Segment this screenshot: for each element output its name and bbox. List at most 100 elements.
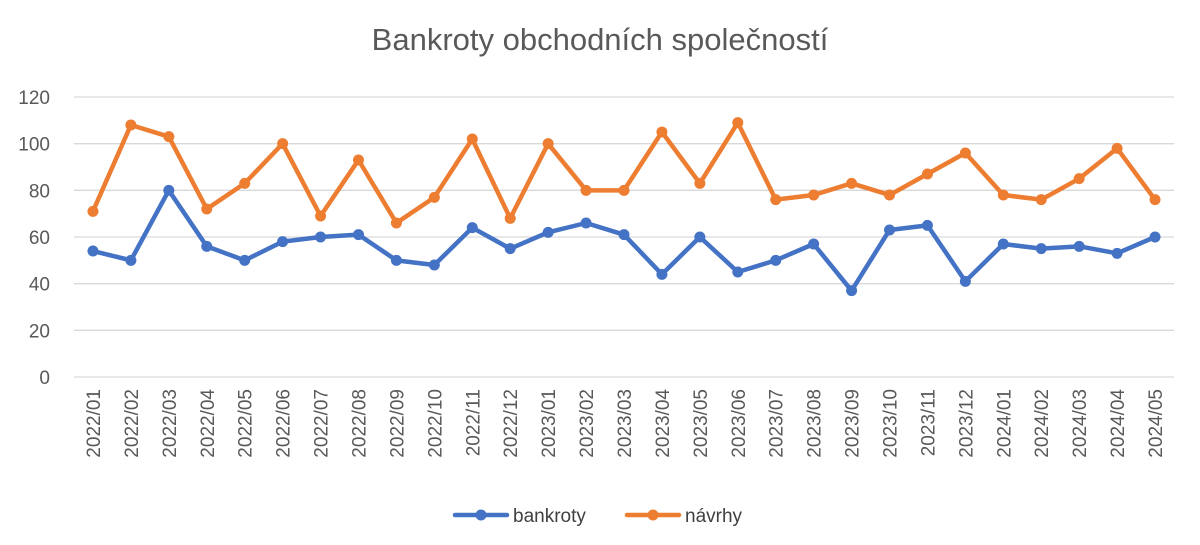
data-point-návrhy xyxy=(239,177,251,189)
data-point-bankroty xyxy=(1111,247,1123,259)
data-point-návrhy xyxy=(87,205,99,217)
data-point-návrhy xyxy=(1073,173,1085,185)
data-point-návrhy xyxy=(163,131,175,143)
y-tick-label: 100 xyxy=(18,135,50,156)
data-point-bankroty xyxy=(125,254,137,266)
data-point-bankroty xyxy=(732,266,744,278)
data-point-návrhy xyxy=(542,138,554,150)
x-tick-label: 2022/03 xyxy=(160,389,181,458)
data-point-návrhy xyxy=(921,168,933,180)
x-tick-label: 2023/02 xyxy=(577,389,598,458)
data-point-bankroty xyxy=(1149,231,1161,243)
data-point-bankroty xyxy=(201,240,213,252)
x-tick-label: 2022/01 xyxy=(84,389,105,458)
data-point-návrhy xyxy=(580,184,592,196)
data-point-bankroty xyxy=(315,231,327,243)
x-tick-label: 2023/09 xyxy=(843,389,864,458)
x-tick-label: 2024/01 xyxy=(994,389,1015,458)
x-tick-label: 2022/02 xyxy=(122,389,143,458)
data-point-bankroty xyxy=(770,254,782,266)
data-point-návrhy xyxy=(846,177,858,189)
data-point-bankroty xyxy=(466,222,478,234)
data-point-návrhy xyxy=(618,184,630,196)
x-tick-label: 2022/07 xyxy=(312,389,333,458)
series-line-bankroty xyxy=(90,188,1158,293)
x-tick-label: 2022/09 xyxy=(387,389,408,458)
data-point-bankroty xyxy=(997,238,1009,250)
y-tick-label: 80 xyxy=(29,181,50,202)
data-point-bankroty xyxy=(390,254,402,266)
data-point-návrhy xyxy=(315,210,327,222)
data-point-bankroty xyxy=(542,226,554,238)
data-point-návrhy xyxy=(277,138,289,150)
data-point-návrhy xyxy=(959,147,971,159)
data-point-bankroty xyxy=(277,236,289,248)
legend-label-bankroty: bankroty xyxy=(513,506,586,527)
series-line-návrhy xyxy=(90,120,1158,226)
data-point-návrhy xyxy=(1035,194,1047,206)
x-tick-label: 2022/04 xyxy=(198,389,219,458)
legend-marker-bankroty xyxy=(475,509,487,521)
x-tick-label: 2023/07 xyxy=(767,389,788,458)
x-tick-label: 2023/03 xyxy=(615,389,636,458)
data-point-návrhy xyxy=(808,189,820,201)
data-point-bankroty xyxy=(428,259,440,271)
data-point-návrhy xyxy=(201,203,213,215)
data-point-návrhy xyxy=(428,191,440,203)
x-tick-label: 2022/06 xyxy=(274,389,295,458)
data-point-bankroty xyxy=(1073,240,1085,252)
data-point-návrhy xyxy=(390,217,402,229)
data-point-návrhy xyxy=(884,189,896,201)
data-point-návrhy xyxy=(466,133,478,145)
data-point-návrhy xyxy=(1149,194,1161,206)
data-point-bankroty xyxy=(1035,243,1047,255)
chart-title: Bankroty obchodních společností xyxy=(371,22,829,57)
y-tick-label: 120 xyxy=(18,88,50,109)
data-point-bankroty xyxy=(656,268,668,280)
data-point-návrhy xyxy=(504,212,516,224)
data-point-návrhy xyxy=(732,117,744,129)
x-tick-label: 2024/02 xyxy=(1032,389,1053,458)
data-point-bankroty xyxy=(239,254,251,266)
x-tick-label: 2022/05 xyxy=(236,389,257,458)
data-point-návrhy xyxy=(997,189,1009,201)
x-tick-label: 2024/03 xyxy=(1070,389,1091,458)
x-tick-label: 2023/08 xyxy=(805,389,826,458)
legend-label-návrhy: návrhy xyxy=(685,506,743,527)
y-tick-label: 60 xyxy=(29,228,50,249)
data-point-návrhy xyxy=(1111,142,1123,154)
x-tick-label: 2023/01 xyxy=(539,389,560,458)
x-tick-label: 2022/11 xyxy=(463,389,484,456)
x-tick-label: 2022/12 xyxy=(501,389,522,458)
data-point-bankroty xyxy=(884,224,896,236)
data-point-návrhy xyxy=(694,177,706,189)
y-tick-label: 0 xyxy=(39,368,50,389)
x-tick-label: 2022/10 xyxy=(425,389,446,458)
x-tick-label: 2023/10 xyxy=(881,389,902,458)
x-tick-label: 2023/11 xyxy=(918,389,939,456)
data-point-bankroty xyxy=(921,219,933,231)
x-tick-label: 2023/04 xyxy=(653,389,674,458)
x-tick-label: 2024/04 xyxy=(1108,389,1129,458)
x-tick-label: 2023/06 xyxy=(729,389,750,458)
data-point-návrhy xyxy=(770,194,782,206)
x-tick-label: 2023/12 xyxy=(956,389,977,458)
data-point-návrhy xyxy=(125,119,137,131)
x-tick-label: 2023/05 xyxy=(691,389,712,458)
data-point-bankroty xyxy=(846,285,858,297)
data-point-návrhy xyxy=(656,126,668,138)
data-point-bankroty xyxy=(618,229,630,241)
x-tick-label: 2024/05 xyxy=(1146,389,1167,458)
data-point-bankroty xyxy=(163,184,175,196)
y-tick-label: 20 xyxy=(29,321,50,342)
data-point-bankroty xyxy=(87,245,99,257)
data-point-bankroty xyxy=(959,275,971,287)
data-point-bankroty xyxy=(352,229,364,241)
data-point-bankroty xyxy=(808,238,820,250)
data-point-bankroty xyxy=(580,217,592,229)
x-tick-label: 2022/08 xyxy=(349,389,370,458)
data-point-bankroty xyxy=(694,231,706,243)
data-point-bankroty xyxy=(504,243,516,255)
